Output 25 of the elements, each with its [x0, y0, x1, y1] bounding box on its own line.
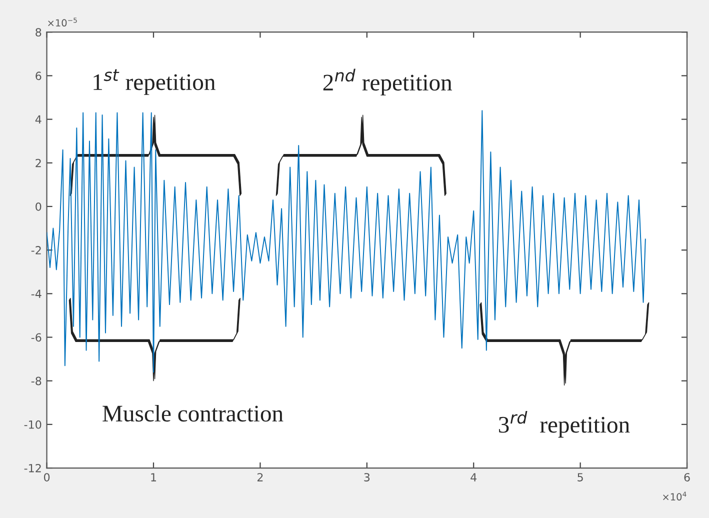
y-tick-label: 0: [36, 202, 42, 211]
x-tick-label: 2: [257, 473, 263, 482]
y-tick-label: -6: [31, 333, 42, 342]
x-tick-label: 1: [151, 473, 156, 482]
x-tick-label: 3: [364, 473, 370, 482]
y-tick-label: -10: [24, 420, 42, 429]
text: ×10$^{4}$: [663, 492, 686, 501]
line-series: [46, 110, 646, 373]
y-tick-label: -2: [31, 246, 41, 254]
text: ×10$^{−5}$: [48, 18, 77, 27]
y-tick-label: 4: [35, 115, 42, 124]
x-tick-label: 4: [470, 473, 477, 482]
annotation: Muscle contraction: [102, 405, 284, 422]
x-tick-label: 0: [44, 473, 50, 482]
annotation: 1$^{st}$ repetition: [94, 69, 216, 95]
y-tick-label: -12: [24, 464, 41, 472]
y-tick-label: 2: [36, 158, 41, 168]
y-tick-label: -8: [31, 376, 42, 386]
annotation: 2$^{nd}$ repetition: [323, 68, 452, 96]
y-tick-label: -4: [31, 290, 42, 298]
x-tick-label: 6: [684, 473, 690, 482]
y-tick-label: 8: [36, 28, 42, 36]
annotation: 3$^{rd}$ repetition: [498, 410, 630, 438]
y-tick-label: 6: [36, 72, 42, 80]
x-tick-label: 5: [578, 473, 583, 482]
